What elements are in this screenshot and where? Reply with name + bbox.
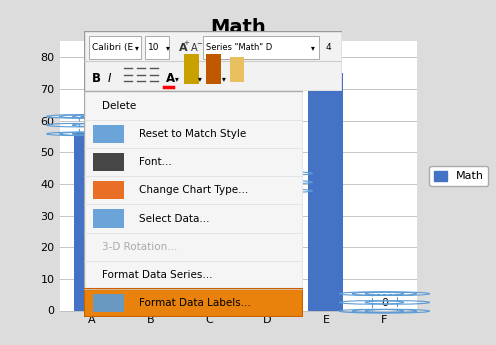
FancyBboxPatch shape — [84, 31, 342, 91]
Text: A: A — [166, 72, 175, 85]
Legend: Math: Math — [430, 166, 489, 186]
Bar — [230, 57, 244, 82]
Text: ▾: ▾ — [198, 73, 202, 83]
Text: I: I — [108, 72, 111, 85]
FancyBboxPatch shape — [84, 91, 303, 317]
Text: Format Data Series...: Format Data Series... — [102, 270, 212, 280]
Bar — [93, 181, 124, 199]
FancyBboxPatch shape — [203, 36, 319, 59]
Text: Change Chart Type...: Change Chart Type... — [139, 185, 248, 195]
Bar — [84, 289, 303, 317]
Text: −: − — [196, 41, 202, 47]
Text: 3-D Rotation...: 3-D Rotation... — [102, 242, 177, 252]
Text: Delete: Delete — [102, 100, 136, 110]
Text: ▾: ▾ — [222, 73, 226, 83]
Text: 4: 4 — [325, 43, 331, 52]
Bar — [309, 73, 343, 310]
Bar — [191, 105, 226, 310]
FancyBboxPatch shape — [145, 36, 170, 59]
Text: A: A — [179, 43, 187, 53]
Bar — [93, 209, 124, 228]
Text: Series "Math" D: Series "Math" D — [205, 43, 272, 52]
Bar — [254, 174, 280, 191]
Text: Reset to Match Style: Reset to Match Style — [139, 129, 246, 139]
Bar — [250, 190, 285, 310]
Bar — [372, 294, 397, 311]
Text: 38: 38 — [260, 178, 274, 188]
Bar — [184, 54, 199, 84]
Text: Calibri (E: Calibri (E — [92, 43, 133, 52]
Text: +: + — [184, 40, 189, 46]
Bar — [133, 105, 168, 310]
Text: ▾: ▾ — [175, 73, 179, 83]
Text: 56: 56 — [85, 121, 99, 131]
Text: B: B — [92, 72, 101, 85]
Text: Select Data...: Select Data... — [139, 214, 209, 224]
Bar — [93, 294, 124, 312]
Bar — [93, 125, 124, 143]
Title: Math: Math — [210, 18, 266, 37]
Text: 10: 10 — [147, 43, 159, 52]
Bar — [205, 54, 221, 84]
Bar — [93, 153, 124, 171]
Text: A: A — [191, 43, 198, 53]
Bar — [74, 133, 109, 310]
Text: ▾: ▾ — [166, 43, 170, 52]
FancyBboxPatch shape — [89, 36, 141, 59]
Text: Format Data Labels...: Format Data Labels... — [139, 298, 251, 308]
Text: ▾: ▾ — [311, 43, 315, 52]
Text: ▾: ▾ — [134, 43, 138, 52]
Text: 0: 0 — [381, 298, 388, 308]
Bar — [79, 116, 105, 134]
Text: Font...: Font... — [139, 157, 172, 167]
